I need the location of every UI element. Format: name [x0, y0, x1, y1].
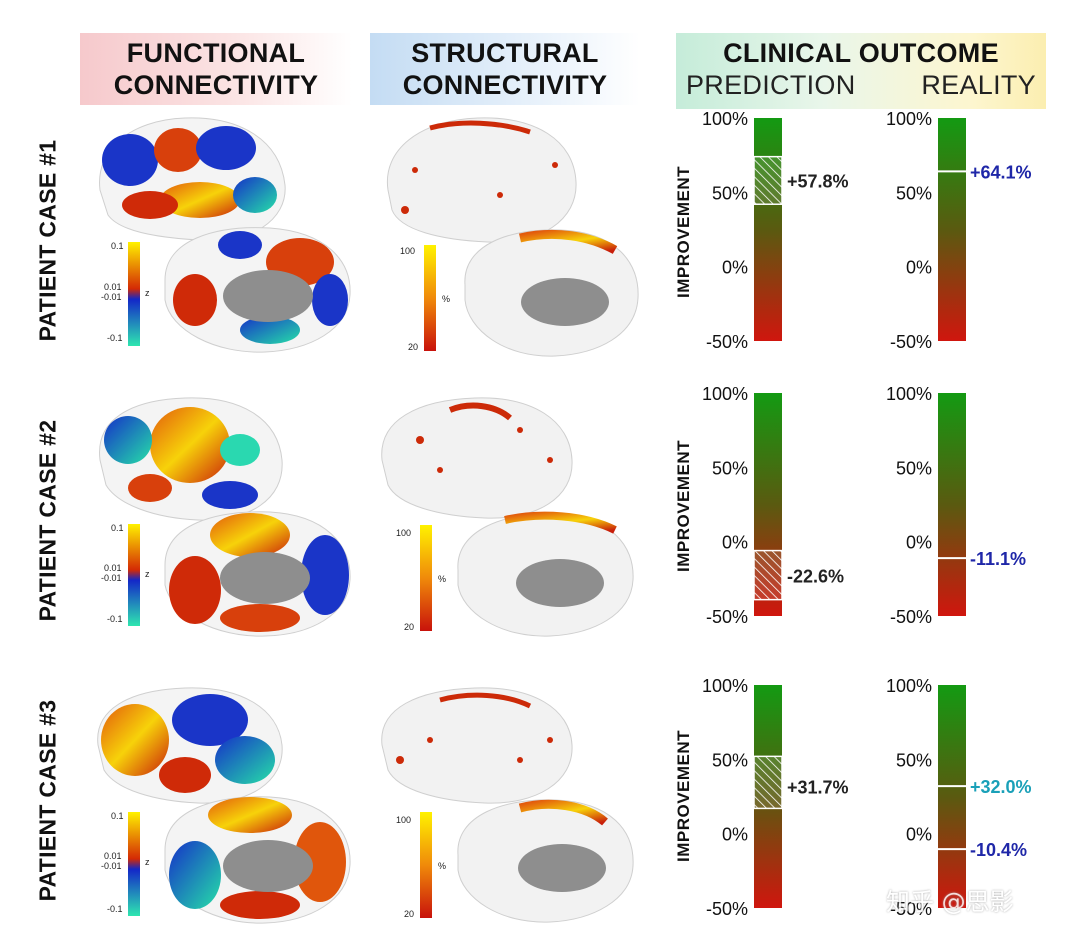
- structural-connectivity-header: STRUCTURAL CONNECTIVITY: [370, 33, 640, 105]
- case3-functional-colorbar: 0.1 0.01 -0.01 -0.1 z: [101, 811, 150, 916]
- case2-reality-value: -11.1%: [970, 549, 1026, 569]
- case3-prediction-tick-label: -50%: [706, 899, 748, 919]
- case2-prediction-value: -22.6%: [787, 566, 844, 586]
- case2-functional-colorbar: 0.1 0.01 -0.01 -0.1 z: [101, 523, 150, 626]
- case3-prediction-tick-label: 50%: [712, 750, 748, 770]
- case2-functional-brain-lateral: [99, 397, 283, 521]
- case3-structural-brain-medial: [457, 799, 634, 923]
- case2-prediction-tick-label: -50%: [706, 607, 748, 627]
- case2-prediction-tick-label: 50%: [712, 458, 748, 478]
- case1-structural-colorbar: 100 20 %: [400, 245, 450, 352]
- case1-prediction-value: +57.8%: [787, 172, 849, 192]
- case3-reality-bar: [938, 685, 966, 908]
- svg-text:%: %: [442, 294, 450, 304]
- functional-header-line1: FUNCTIONAL: [126, 38, 306, 68]
- case1-reality-tick-label: 0%: [906, 258, 932, 278]
- case1-prediction-tick-label: 100%: [702, 109, 748, 129]
- case2-reality-tick-label: -50%: [890, 607, 932, 627]
- svg-text:0.1: 0.1: [111, 523, 124, 533]
- case2-prediction-range: [753, 549, 783, 601]
- reality-subheader: REALITY: [921, 70, 1036, 100]
- case2-structural-brain-lateral: [381, 397, 573, 519]
- case1-prediction-tick-label: 50%: [712, 183, 748, 203]
- case1-reality-bar: [938, 118, 966, 341]
- case3-prediction-tick-label: 100%: [702, 676, 748, 696]
- svg-text:100: 100: [396, 815, 411, 825]
- svg-text:-0.01: -0.01: [101, 861, 122, 871]
- case2-reality-tick-label: 0%: [906, 533, 932, 553]
- case2-reality-tick-label: 100%: [886, 384, 932, 404]
- svg-text:20: 20: [404, 622, 414, 632]
- case1-structural-brain-medial: [464, 229, 639, 357]
- svg-text:z: z: [145, 857, 150, 867]
- svg-text:-0.1: -0.1: [107, 614, 123, 624]
- svg-text:%: %: [438, 574, 446, 584]
- svg-text:0.01: 0.01: [104, 851, 122, 861]
- structural-header-line2: CONNECTIVITY: [402, 70, 608, 100]
- case3-reality-tick-label: 50%: [896, 750, 932, 770]
- case3-prediction-range: [753, 755, 783, 810]
- case3-reality-value: -10.4%: [970, 840, 1027, 860]
- case2-structural-brain-medial: [457, 511, 634, 637]
- svg-text:-0.01: -0.01: [101, 292, 122, 302]
- svg-text:0.1: 0.1: [111, 811, 124, 821]
- svg-text:%: %: [438, 861, 446, 871]
- case3-structural-brain-lateral: [381, 687, 573, 804]
- svg-text:20: 20: [408, 342, 418, 352]
- svg-text:z: z: [145, 569, 150, 579]
- case1-prediction-bar: [754, 118, 782, 341]
- functional-header-line2: CONNECTIVITY: [113, 70, 319, 100]
- case1-functional-brain-medial: [164, 227, 351, 353]
- case1-reality-tick-label: -50%: [890, 332, 932, 352]
- case3-reality-tick-label: 0%: [906, 825, 932, 845]
- case3-reality-tick-label: -50%: [890, 899, 932, 919]
- case3-prediction-value: +31.7%: [787, 778, 849, 798]
- svg-text:-0.01: -0.01: [101, 573, 122, 583]
- case2-functional-brain-medial: [164, 511, 351, 637]
- functional-connectivity-header: FUNCTIONAL CONNECTIVITY: [80, 33, 352, 105]
- case1-reality-tick-label: 50%: [896, 183, 932, 203]
- case1-structural-brain-lateral: [386, 117, 577, 243]
- case1-prediction-tick-label: 0%: [722, 258, 748, 278]
- svg-text:100: 100: [400, 246, 415, 256]
- clinical-outcome-subheaders: PREDICTION REALITY: [676, 69, 1046, 101]
- case2-prediction-tick-label: 100%: [702, 384, 748, 404]
- svg-text:0.01: 0.01: [104, 282, 122, 292]
- case3-prediction-tick-label: 0%: [722, 825, 748, 845]
- svg-text:-0.1: -0.1: [107, 904, 123, 914]
- case2-prediction-tick-label: 0%: [722, 533, 748, 553]
- svg-text:-0.1: -0.1: [107, 333, 123, 343]
- prediction-subheader: PREDICTION: [686, 70, 856, 100]
- case2-reality-bar: [938, 393, 966, 616]
- watermark: 知乎 @思影: [886, 888, 1014, 916]
- case3-reality-value: +32.0%: [970, 777, 1032, 797]
- case1-prediction-tick-label: -50%: [706, 332, 748, 352]
- case2-structural-colorbar: 100 20 %: [396, 525, 446, 632]
- svg-text:z: z: [145, 288, 150, 298]
- clinical-outcome-header: CLINICAL OUTCOME PREDICTION REALITY: [676, 33, 1046, 109]
- svg-text:20: 20: [404, 909, 414, 919]
- svg-text:0.01: 0.01: [104, 563, 122, 573]
- outcome-bars: 100% 50% 0% -50% 100% 50% 0% -50% +57.8% +64.1% 10…: [702, 109, 1032, 919]
- case1-functional-colorbar: 0.1 0.01 -0.01 -0.1 z: [101, 241, 150, 346]
- structural-header-line1: STRUCTURAL: [411, 38, 599, 68]
- case1-prediction-range: [753, 155, 783, 205]
- clinical-outcome-title: CLINICAL OUTCOME: [723, 38, 999, 68]
- case3-functional-brain-medial: [164, 796, 351, 924]
- case3-functional-brain-lateral: [97, 687, 283, 804]
- svg-text:0.1: 0.1: [111, 241, 124, 251]
- case3-reality-tick-label: 100%: [886, 676, 932, 696]
- case1-reality-value: +64.1%: [970, 162, 1032, 182]
- svg-text:100: 100: [396, 528, 411, 538]
- case3-structural-colorbar: 100 20 %: [396, 812, 446, 919]
- case1-functional-brain-lateral: [99, 117, 286, 242]
- case2-reality-tick-label: 50%: [896, 458, 932, 478]
- case1-reality-tick-label: 100%: [886, 109, 932, 129]
